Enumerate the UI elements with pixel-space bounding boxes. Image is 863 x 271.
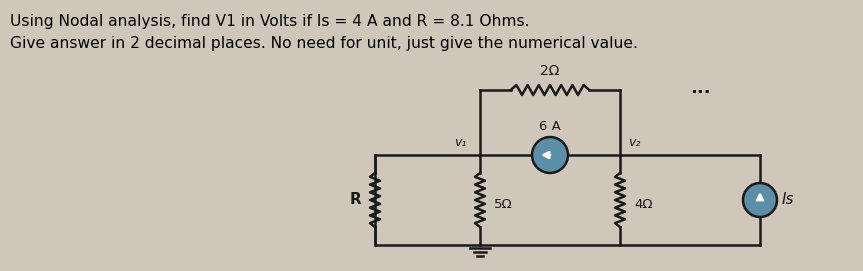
Circle shape <box>743 183 777 217</box>
Text: 5Ω: 5Ω <box>494 198 513 211</box>
Text: ...: ... <box>690 79 710 97</box>
Text: v₁: v₁ <box>454 137 466 150</box>
Text: Is: Is <box>782 192 795 208</box>
Text: 4Ω: 4Ω <box>634 198 652 211</box>
Text: Give answer in 2 decimal places. No need for unit, just give the numerical value: Give answer in 2 decimal places. No need… <box>10 36 638 51</box>
Text: 2Ω: 2Ω <box>540 64 560 78</box>
Text: Using Nodal analysis, find V1 in Volts if Is = 4 A and R = 8.1 Ohms.: Using Nodal analysis, find V1 in Volts i… <box>10 14 530 29</box>
Text: v₂: v₂ <box>628 137 640 150</box>
Text: R: R <box>350 192 361 208</box>
Circle shape <box>532 137 568 173</box>
Text: 6 A: 6 A <box>539 120 561 133</box>
